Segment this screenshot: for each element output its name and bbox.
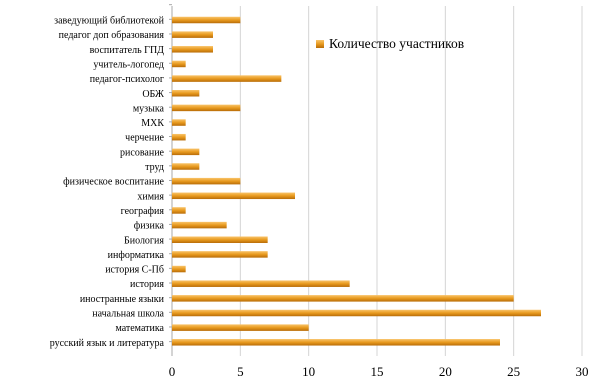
bar bbox=[172, 148, 200, 156]
x-tick-label: 10 bbox=[302, 364, 315, 379]
category-labels: заведующий библиотекой педагог доп образо… bbox=[50, 16, 165, 349]
bar bbox=[172, 207, 186, 214]
x-tick-label: 0 bbox=[169, 364, 176, 379]
x-tick-label: 20 bbox=[439, 364, 452, 379]
category-label: начальная школа bbox=[92, 309, 164, 320]
bar bbox=[172, 324, 309, 331]
bar bbox=[172, 163, 200, 170]
legend-swatch bbox=[316, 40, 324, 48]
x-tick-label: 5 bbox=[237, 364, 244, 379]
category-label: педагог-психолог bbox=[90, 74, 164, 85]
bar bbox=[172, 280, 350, 287]
x-tick-label: 25 bbox=[507, 364, 520, 379]
category-label: иностранные языки bbox=[80, 294, 165, 305]
bar bbox=[172, 75, 282, 82]
category-label: воспитатель ГПД bbox=[90, 45, 165, 56]
category-label: русский язык и литература bbox=[50, 338, 165, 349]
bar bbox=[172, 16, 241, 24]
category-label: учитель-логопед bbox=[93, 59, 164, 70]
category-label: рисование bbox=[120, 147, 165, 158]
category-label: Биология bbox=[124, 235, 164, 246]
bar bbox=[172, 192, 295, 200]
category-label: черчение bbox=[125, 133, 164, 144]
category-label: МХК bbox=[141, 118, 164, 129]
bar bbox=[172, 236, 268, 243]
category-label: ОБЖ bbox=[142, 89, 164, 100]
category-label: труд bbox=[145, 162, 164, 173]
legend-label: Количество участников bbox=[329, 36, 464, 51]
grid-lines bbox=[169, 4, 583, 356]
category-label: физическое воспитание bbox=[63, 177, 164, 188]
x-tick-label: 30 bbox=[576, 364, 589, 379]
category-label: заведующий библиотекой bbox=[54, 16, 164, 27]
category-label: история С-Пб bbox=[105, 265, 164, 276]
category-label: физика bbox=[134, 221, 165, 232]
category-label: география bbox=[121, 206, 165, 217]
bar bbox=[172, 90, 200, 97]
bar bbox=[172, 295, 514, 302]
bar bbox=[172, 339, 500, 346]
category-label: математика bbox=[115, 323, 164, 334]
bar bbox=[172, 133, 186, 141]
bar bbox=[172, 60, 186, 68]
bar bbox=[172, 309, 541, 317]
category-label: история bbox=[130, 279, 164, 290]
bar bbox=[172, 31, 213, 38]
bar bbox=[172, 251, 268, 258]
bar bbox=[172, 177, 241, 185]
bar bbox=[172, 119, 186, 126]
bars bbox=[172, 16, 541, 346]
bar bbox=[172, 46, 213, 53]
legend: Количество участников bbox=[316, 36, 464, 51]
bar bbox=[172, 104, 241, 112]
category-label: информатика bbox=[108, 250, 165, 261]
category-label: педагог доп образования bbox=[59, 30, 165, 41]
x-tick-label: 15 bbox=[371, 364, 384, 379]
bar bbox=[172, 265, 186, 273]
x-tick-labels: 0 5 10 15 20 25 30 bbox=[169, 364, 589, 379]
category-label: химия bbox=[137, 191, 164, 202]
category-label: музыка bbox=[133, 103, 165, 114]
bar bbox=[172, 221, 227, 229]
